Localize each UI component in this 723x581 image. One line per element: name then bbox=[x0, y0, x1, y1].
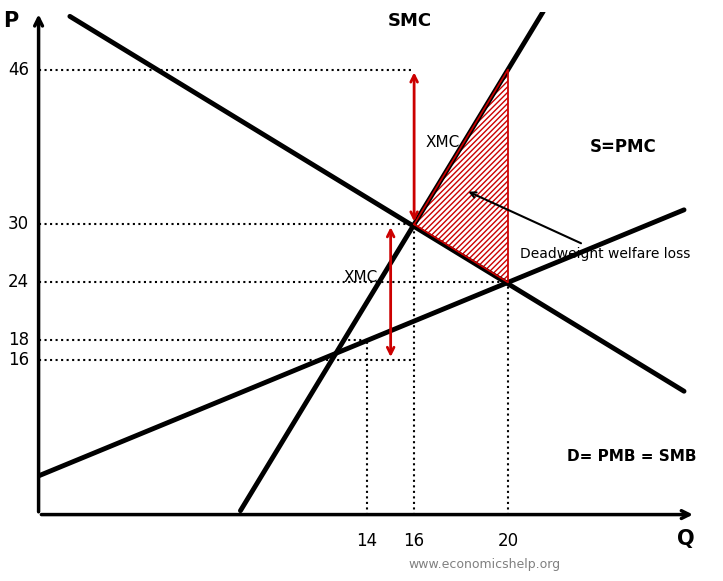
Text: 30: 30 bbox=[8, 216, 29, 234]
Text: P: P bbox=[3, 11, 18, 31]
Text: 16: 16 bbox=[403, 532, 424, 550]
Text: XMC: XMC bbox=[343, 270, 378, 285]
Text: D= PMB = SMB: D= PMB = SMB bbox=[567, 449, 696, 464]
Text: 14: 14 bbox=[356, 532, 377, 550]
Text: 16: 16 bbox=[8, 351, 29, 369]
Text: S=PMC: S=PMC bbox=[590, 138, 657, 156]
Text: www.economicshelp.org: www.economicshelp.org bbox=[408, 558, 560, 571]
Text: Q: Q bbox=[677, 529, 695, 549]
Text: 24: 24 bbox=[8, 274, 29, 292]
Text: 18: 18 bbox=[8, 331, 29, 349]
Text: Deadweight welfare loss: Deadweight welfare loss bbox=[471, 192, 690, 261]
Text: SMC: SMC bbox=[388, 12, 432, 30]
Text: 46: 46 bbox=[8, 60, 29, 78]
Text: 20: 20 bbox=[497, 532, 518, 550]
Text: XMC: XMC bbox=[426, 135, 460, 150]
